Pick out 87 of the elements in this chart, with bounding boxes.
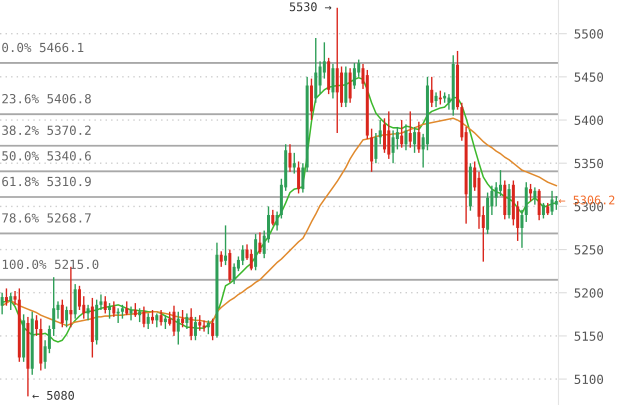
candlestick [529,183,532,202]
y-tick-label: 5400 [574,116,604,125]
ref-line-label: 23.6% 5406.8 [2,94,91,104]
candlestick [396,126,399,150]
candlestick [172,305,176,337]
candlestick [520,209,524,249]
candlestick [198,314,202,332]
candlestick [232,262,236,285]
candlestick [125,300,128,316]
candlestick [224,224,228,266]
candlestick [430,76,434,108]
ref-line-label: 100.0% 5215.0 [2,260,98,270]
candlestick [155,312,158,328]
candlestick [241,244,244,266]
candlestick [160,309,163,326]
candlestick [181,309,184,328]
candlestick [99,294,102,311]
candlestick [542,202,545,220]
candlestick [9,292,12,311]
candlestick [288,144,292,173]
candlestick [194,316,197,341]
annotation: 5530 → [290,2,332,12]
candlestick [164,314,167,330]
y-tick-label: 5250 [574,245,604,255]
candlestick [142,306,146,328]
candlestick [146,312,150,330]
candlestick [438,90,442,106]
candlestick [206,320,210,335]
y-tick-label: 5350 [574,158,604,168]
candlestick [301,162,304,194]
candlestick [202,320,206,332]
candlestick [533,186,536,206]
candlestick [546,202,550,216]
candlestick [554,195,558,211]
candlestick [258,232,262,255]
candlestick [392,130,395,164]
candlestick [494,182,498,208]
candlestick [408,110,412,148]
candlestick [138,308,142,323]
y-tick-label: 5150 [574,331,604,341]
candlestick [185,312,188,330]
candlestick [4,288,8,306]
candlestick [35,314,38,337]
candlestick [374,132,378,164]
candlestick [400,119,404,148]
candlestick [443,92,446,104]
candlestick [104,296,107,314]
candlestick [0,292,4,316]
candlestick [112,300,116,318]
y-tick-label: 5450 [574,72,604,82]
candlestick [130,306,133,322]
candlestick [297,160,300,194]
candlestick [292,152,296,174]
candlestick [434,92,438,108]
candlestick [404,124,408,151]
candlestick [271,209,274,226]
candlestick [211,318,214,341]
candlestick [250,248,253,271]
candlestick [134,302,137,318]
ref-line-label: 78.6% 5268.7 [2,213,91,223]
ref-line-label: 0.0% 5466.1 [2,42,84,52]
y-tick-label: 5500 [574,29,604,39]
candlestick [65,306,68,328]
candlestick [352,62,356,90]
candlestick [378,119,382,145]
ref-line-label: 61.8% 5310.9 [2,176,91,186]
y-tick-label: 5100 [574,374,604,384]
ref-line-label: 38.2% 5370.2 [2,126,91,136]
candlestick [151,309,154,325]
candlestick [116,308,120,324]
candlestick [176,311,180,346]
candlestick [108,302,112,320]
candlestick [60,298,64,328]
candlestick [14,290,17,306]
candlestick [52,276,56,337]
candlestick [86,304,90,322]
candlestick [276,210,279,232]
candlestick [550,190,554,216]
candlestick [413,126,416,154]
candlestick [498,169,502,197]
candlestick [220,250,223,268]
candlestick [318,60,322,95]
y-tick-label: 5200 [574,288,604,298]
annotation: ← 5080 [32,390,74,400]
candlestick [190,308,193,341]
candlestick [417,121,420,154]
ref-line-label: 50.0% 5340.6 [2,151,91,161]
